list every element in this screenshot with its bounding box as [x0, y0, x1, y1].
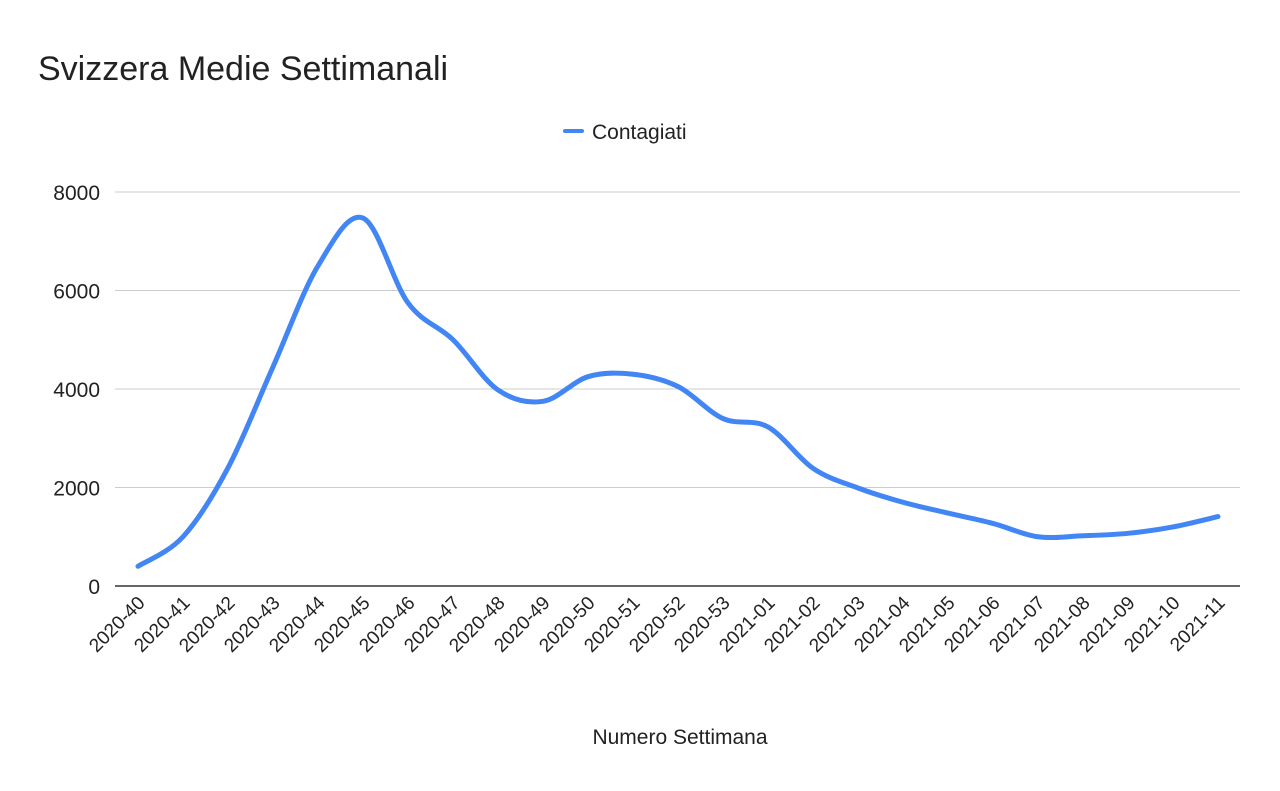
y-tick-label: 8000	[53, 182, 100, 205]
y-tick-label: 0	[88, 576, 100, 599]
legend-label: Contagiati	[592, 121, 687, 144]
x-axis-label: Numero Settimana	[592, 726, 767, 749]
y-tick-label: 4000	[53, 379, 100, 402]
y-tick-label: 2000	[53, 478, 100, 501]
y-tick-label: 6000	[53, 281, 100, 304]
series-line-contagiati	[135, 214, 1221, 569]
legend: Contagiati	[563, 121, 687, 144]
chart-title: Svizzera Medie Settimanali	[38, 50, 448, 88]
